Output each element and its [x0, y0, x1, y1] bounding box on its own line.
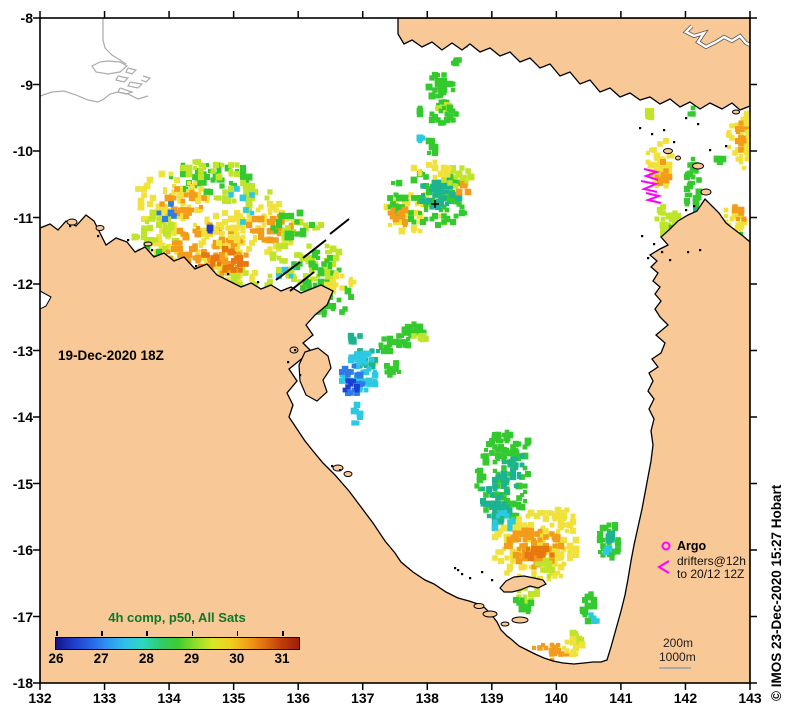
x-tick-label: 133 — [92, 690, 117, 706]
small-island — [143, 241, 153, 247]
x-tick-label: 142 — [673, 690, 698, 706]
date-label: 19-Dec-2020 18Z — [58, 348, 164, 363]
argo-legend-marker — [661, 541, 671, 551]
colorbar-tick-mark — [236, 631, 239, 636]
y-tick-label: -12 — [12, 276, 33, 292]
small-island — [66, 218, 78, 226]
y-tick-label: -13 — [12, 342, 33, 359]
x-tick-label: 137 — [351, 690, 375, 706]
colorbar-tick-label: 26 — [48, 651, 64, 666]
colorbar-tick-mark — [101, 631, 103, 636]
island-chain — [289, 271, 315, 292]
y-tick-label: -11 — [13, 209, 33, 226]
colorbar-tick-mark — [56, 631, 58, 636]
land-masses — [40, 18, 750, 683]
mornington-island — [499, 575, 547, 593]
cross-marker — [431, 200, 439, 208]
x-tick-label: 143 — [738, 690, 762, 706]
small-island — [95, 225, 105, 231]
colorbar-gradient — [55, 637, 300, 650]
drifter-tracks — [640, 168, 663, 204]
small-island — [482, 610, 498, 618]
colorbar-tick-label: 31 — [274, 651, 290, 666]
depth-200m-label: 200m — [663, 636, 694, 650]
small-island — [511, 616, 529, 624]
sst-pixel-data — [129, 39, 750, 663]
australia-mainland — [40, 197, 750, 683]
drifter-legend-marker — [657, 560, 670, 574]
small-island — [343, 471, 353, 477]
small-island — [663, 148, 673, 154]
small-island — [692, 162, 704, 170]
y-tick-label: -8 — [20, 10, 33, 26]
x-tick-label: 132 — [28, 690, 52, 706]
small-island — [332, 464, 344, 472]
island-chain — [329, 218, 350, 235]
credit-text: © IMOS 23-Dec-2020 15:27 Hobart — [769, 484, 784, 701]
drifters-legend-line2: to 20/12 12Z — [677, 567, 745, 581]
x-tick-label: 141 — [609, 690, 633, 706]
islets-and-reefs — [69, 117, 728, 582]
y-tick-label: -15 — [12, 475, 33, 492]
x-tick-label: 136 — [286, 690, 310, 706]
x-tick-label: 139 — [480, 690, 504, 706]
axis-ticks — [33, 11, 757, 690]
gray-reference-lines — [40, 18, 152, 103]
colorbar-tick-mark — [282, 631, 284, 636]
y-tick-label: -10 — [12, 143, 33, 159]
argo-legend-label: Argo — [677, 539, 707, 553]
colorbar-tick-label: 29 — [184, 651, 200, 666]
colorbar-title: 4h comp, p50, All Sats — [108, 610, 246, 625]
depth-1000m-label: 1000m — [659, 650, 696, 664]
drifters-legend-line1: drifters@12h — [677, 554, 746, 568]
small-island — [700, 188, 712, 196]
new-guinea-land — [397, 18, 750, 111]
river-channel — [683, 25, 750, 49]
y-tick-label: -14 — [12, 409, 33, 425]
y-tick-label: -16 — [12, 542, 33, 558]
colorbar-tick-mark — [146, 631, 148, 636]
colorbar-tick-mark — [191, 631, 194, 636]
colorbar-tick-label: 28 — [138, 651, 154, 666]
island-chain — [302, 239, 327, 259]
x-tick-label: 138 — [415, 690, 439, 706]
small-island — [473, 603, 485, 609]
small-island — [732, 109, 740, 115]
x-tick-label: 134 — [157, 690, 181, 706]
small-island — [500, 621, 510, 627]
y-tick-label: -9 — [20, 76, 33, 93]
y-tick-label: -18 — [12, 675, 33, 691]
colorbar-tick-label: 30 — [229, 651, 245, 666]
x-tick-label: 140 — [544, 690, 569, 706]
y-tick-label: -17 — [12, 608, 33, 625]
x-tick-label: 135 — [221, 690, 246, 706]
small-island — [675, 155, 681, 161]
island-chain — [275, 261, 301, 281]
colorbar-tick-label: 27 — [93, 651, 109, 666]
coastal-inlet — [40, 290, 52, 310]
